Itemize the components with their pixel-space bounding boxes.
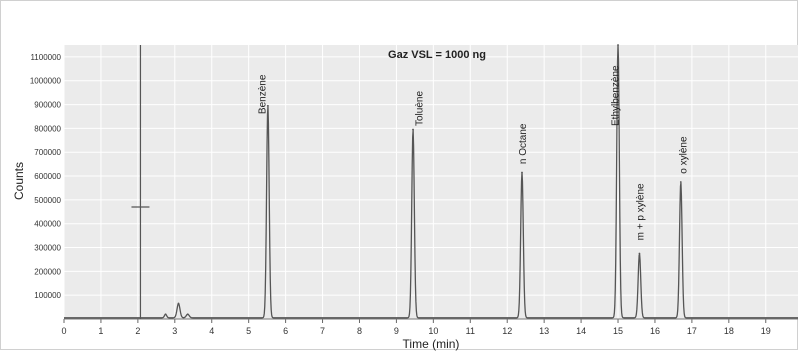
x-tick-label: 14: [576, 326, 586, 336]
plot-area: [64, 45, 798, 319]
y-axis-ticks: 100000 200000 300000 400000 500000 600000 7000…: [30, 53, 62, 300]
peak-label: Toluène: [415, 91, 426, 126]
x-axis-title: Time (min): [403, 337, 460, 351]
x-tick-label: 8: [357, 326, 362, 336]
x-tick-label: 6: [283, 326, 288, 336]
peak-label: o xylène: [679, 136, 690, 174]
y-tick-label: 200000: [34, 267, 61, 276]
x-tick-label: 15: [613, 326, 623, 336]
x-tick-label: 13: [539, 326, 549, 336]
peak-label: m + p xylène: [635, 183, 646, 240]
x-tick-label: 12: [502, 326, 512, 336]
y-tick-label: 100000: [34, 291, 61, 300]
x-tick-label: 2: [135, 326, 140, 336]
x-tick-label: 10: [428, 326, 438, 336]
y-tick-label: 800000: [34, 124, 61, 133]
y-axis-title: Counts: [12, 162, 26, 200]
peak-apex: [679, 181, 682, 183]
y-tick-label: 500000: [34, 196, 61, 205]
y-tick-label: 700000: [34, 148, 61, 157]
peak-apex: [186, 313, 189, 316]
y-tick-label: 1000000: [30, 77, 62, 86]
chart-title: Gaz VSL = 1000 ng: [388, 49, 486, 61]
trace-group: [64, 44, 798, 319]
chromatogram-trace: [64, 44, 798, 319]
peak-apex: [617, 44, 619, 46]
peak-label: Benzène: [258, 74, 269, 114]
peak-label: Ethylbenzène: [610, 65, 621, 126]
x-tick-label: 17: [687, 326, 697, 336]
peak-labels-group: Benzène Toluène n Octane Ethylbenzène m + p …: [258, 65, 690, 240]
peak-label: n Octane: [518, 123, 529, 164]
x-tick-label: 0: [61, 326, 66, 336]
y-tick-label: 300000: [34, 244, 61, 253]
peak-apex: [638, 252, 641, 255]
y-tick-label: 1100000: [30, 53, 61, 62]
x-tick-label: 19: [761, 326, 771, 336]
peak-apex: [177, 302, 180, 305]
grid-lines: [63, 45, 798, 319]
peak-apex: [266, 104, 269, 107]
x-axis-ticks: 0 1 2 3 4 5 6 7 8 9 10 11 12 13 14 15 16 17 18 19: [61, 318, 798, 336]
x-tick-label: 1: [98, 326, 103, 336]
y-tick-label: 900000: [34, 101, 61, 110]
peak-apex: [164, 313, 167, 316]
x-tick-label: 7: [320, 326, 325, 336]
x-tick-label: 4: [209, 326, 214, 336]
x-tick-label: 16: [650, 326, 660, 336]
x-tick-label: 11: [466, 326, 475, 336]
peak-apex: [412, 128, 414, 131]
x-tick-label: 9: [394, 326, 399, 336]
x-tick-label: 18: [724, 326, 734, 336]
x-tick-label: 3: [172, 326, 177, 336]
peak-apex: [521, 171, 523, 174]
y-tick-label: 600000: [34, 172, 61, 181]
x-tick-label: 5: [246, 326, 251, 336]
y-tick-label: 400000: [34, 220, 61, 229]
